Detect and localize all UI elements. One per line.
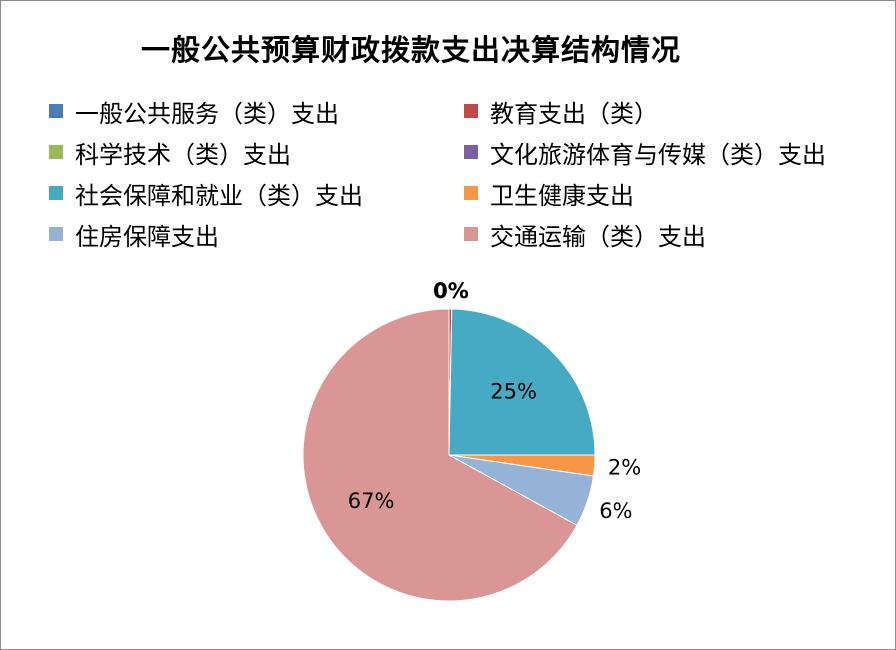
legend-item: 教育支出（类）: [464, 93, 658, 129]
data-label: 25%: [490, 380, 537, 404]
legend-item: 交通运输（类）支出: [464, 216, 706, 252]
legend-swatch: [464, 227, 478, 241]
legend-label: 教育支出（类）: [490, 99, 658, 128]
legend-label: 文化旅游体育与传媒（类）支出: [490, 140, 826, 169]
data-label: 0%: [433, 279, 469, 303]
legend-label: 科学技术（类）支出: [75, 140, 291, 169]
legend-item: 住房保障支出: [49, 216, 219, 252]
legend-swatch: [464, 186, 478, 200]
data-label: 6%: [599, 499, 632, 523]
data-label: 2%: [608, 456, 641, 480]
legend-swatch: [49, 186, 63, 200]
data-label: 0%: [433, 279, 469, 303]
legend-swatch: [49, 145, 63, 159]
legend-item: 社会保障和就业（类）支出: [49, 175, 363, 211]
legend-item: 文化旅游体育与传媒（类）支出: [464, 134, 826, 170]
legend-label: 一般公共服务（类）支出: [75, 99, 339, 128]
legend-swatch: [464, 145, 478, 159]
chart-title: 一般公共预算财政拨款支出决算结构情况: [140, 33, 681, 67]
legend-label: 住房保障支出: [75, 222, 219, 251]
legend-item: 一般公共服务（类）支出: [49, 93, 339, 129]
legend-swatch: [49, 104, 63, 118]
legend-label: 社会保障和就业（类）支出: [75, 181, 363, 210]
legend-label: 交通运输（类）支出: [490, 222, 706, 251]
legend-item: 卫生健康支出: [464, 175, 634, 211]
pie-slice: [302, 308, 578, 602]
legend-label: 卫生健康支出: [490, 181, 634, 210]
data-label: 67%: [348, 489, 395, 513]
legend-swatch: [464, 104, 478, 118]
pie-slice: [448, 308, 596, 456]
legend-item: 科学技术（类）支出: [49, 134, 291, 170]
legend-swatch: [49, 227, 63, 241]
